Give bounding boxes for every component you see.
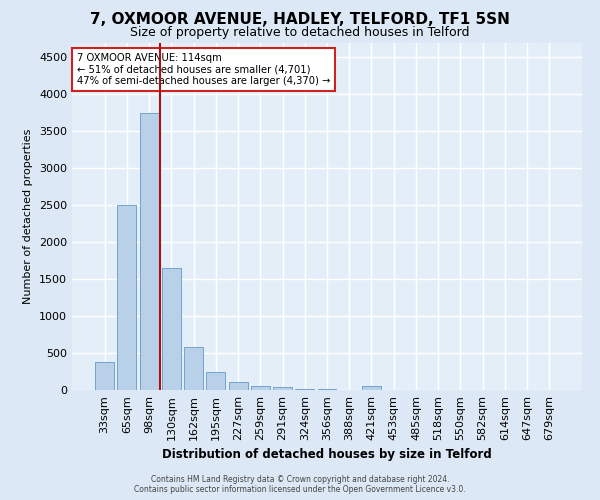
Text: 7, OXMOOR AVENUE, HADLEY, TELFORD, TF1 5SN: 7, OXMOOR AVENUE, HADLEY, TELFORD, TF1 5… (90, 12, 510, 28)
Text: Contains HM Land Registry data © Crown copyright and database right 2024.
Contai: Contains HM Land Registry data © Crown c… (134, 474, 466, 494)
Bar (251, 386, 270, 390)
Y-axis label: Number of detached properties: Number of detached properties (23, 128, 34, 304)
Bar (162, 268, 181, 390)
Bar (118, 205, 136, 390)
Bar (95, 362, 114, 390)
Bar (295, 388, 314, 390)
Bar (206, 372, 225, 390)
Text: 7 OXMOOR AVENUE: 114sqm
← 51% of detached houses are smaller (4,701)
47% of semi: 7 OXMOOR AVENUE: 114sqm ← 51% of detache… (77, 53, 331, 86)
Bar (273, 388, 292, 390)
Bar (140, 112, 158, 390)
Text: Size of property relative to detached houses in Telford: Size of property relative to detached ho… (130, 26, 470, 39)
Bar (362, 386, 381, 390)
Bar (184, 347, 203, 390)
X-axis label: Distribution of detached houses by size in Telford: Distribution of detached houses by size … (162, 448, 492, 462)
Bar (229, 382, 248, 390)
